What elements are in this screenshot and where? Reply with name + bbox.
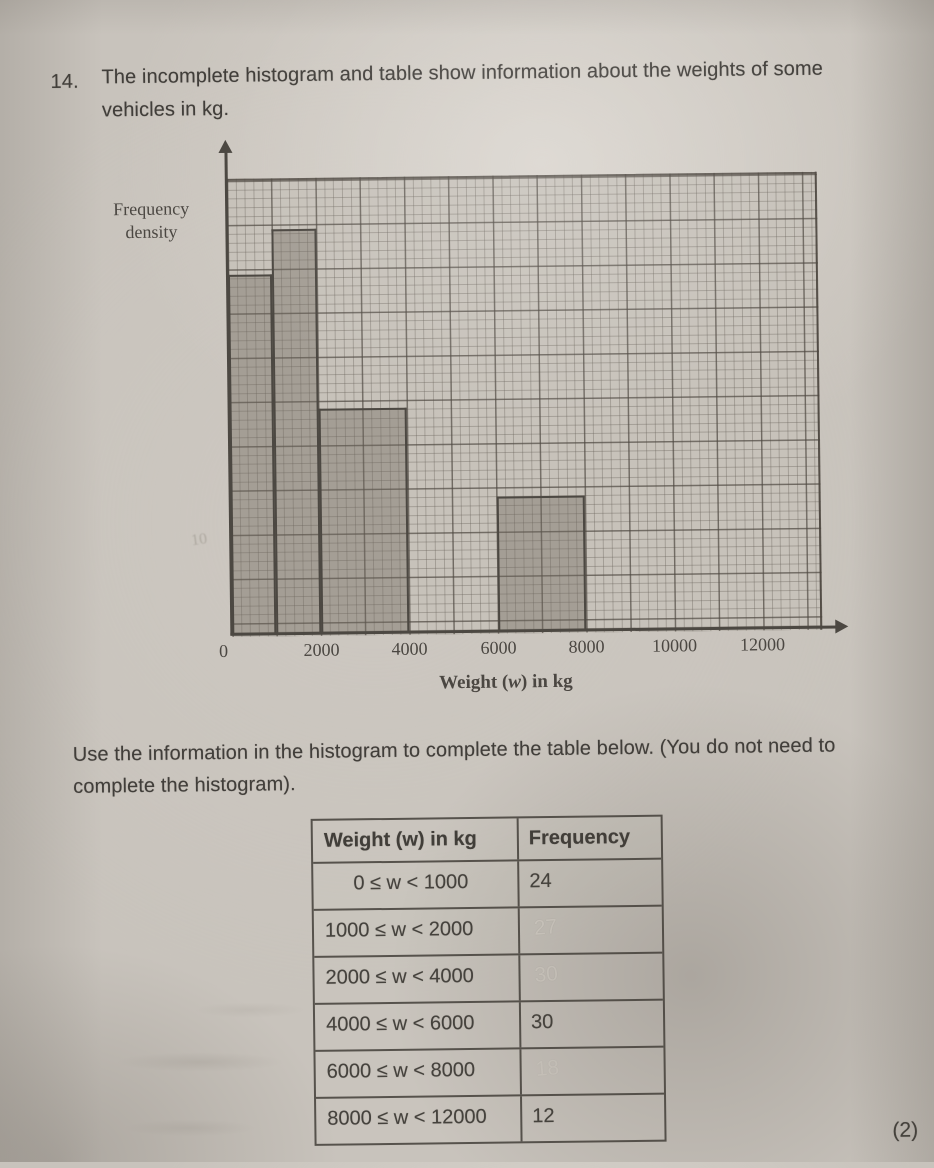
header-weight: Weight (w) in kg — [312, 818, 520, 862]
y-axis-label-line2: density — [125, 221, 178, 243]
erased-pencil-answer: 30 — [533, 962, 559, 987]
x-axis-ticks: 0 2000 4000 6000 8000 10000 12000 — [0, 0, 927, 661]
instruction-line1: Use the information in the histogram to … — [72, 734, 836, 766]
frequency-cell: 27 — [520, 907, 663, 954]
range-cell: 6000 ≤ w < 8000 — [315, 1049, 522, 1097]
table-row: 2000 ≤ w < 4000 30 — [314, 951, 663, 1003]
histogram-bar — [271, 228, 321, 635]
x-axis-label-post: ) in kg — [520, 670, 573, 693]
range-cell: 0 ≤ w < 1000 — [313, 861, 520, 909]
frequency-table: Weight (w) in kg Frequency 0 ≤ w < 1000 … — [310, 814, 667, 1146]
histogram-bar — [318, 407, 410, 634]
question-text-line1: The incomplete histogram and table show … — [101, 57, 824, 89]
faint-pencil-annotation: 10 — [190, 530, 209, 550]
range-cell: 1000 ≤ w < 2000 — [313, 908, 521, 956]
instruction-line2: complete the histogram). — [73, 773, 296, 798]
frequency-cell: 30 — [520, 954, 663, 1001]
x-tick-12000: 12000 — [739, 634, 786, 655]
x-tick-6000: 6000 — [480, 637, 517, 658]
histogram: Frequency density 0 2000 4000 6000 8000 … — [0, 0, 927, 693]
histogram-bars — [227, 172, 821, 635]
y-axis-label: Frequency density — [99, 197, 204, 244]
frequency-value: 24 — [529, 869, 552, 893]
frequency-cell: 18 — [521, 1048, 664, 1095]
x-tick-10000: 10000 — [651, 635, 698, 656]
frequency-cell: 24 — [519, 860, 662, 907]
range-cell: 4000 ≤ w < 6000 — [314, 1002, 522, 1050]
erased-pencil-answer: 27 — [533, 915, 559, 940]
histogram-bar — [496, 495, 587, 632]
table-header-row: Weight (w) in kg Frequency — [312, 817, 661, 862]
header-frequency: Frequency — [528, 826, 631, 850]
table-row: 4000 ≤ w < 6000 30 — [314, 998, 664, 1050]
histogram-bar — [227, 274, 277, 635]
erased-pencil-answer: 18 — [534, 1056, 560, 1081]
x-axis-label: Weight (w) in kg — [416, 670, 596, 694]
table-row: 1000 ≤ w < 2000 27 — [313, 904, 663, 956]
marks-badge: (2) — [892, 1118, 919, 1142]
x-tick-8000: 8000 — [568, 636, 605, 657]
range-cell: 8000 ≤ w < 12000 — [316, 1096, 523, 1144]
frequency-value: 12 — [532, 1104, 555, 1128]
y-axis-label-line1: Frequency — [113, 198, 190, 220]
table-row: 0 ≤ w < 1000 24 — [313, 857, 662, 909]
range-cell: 2000 ≤ w < 4000 — [314, 955, 521, 1003]
question-number: 14. — [50, 70, 79, 94]
frequency-cell: 30 — [521, 1001, 664, 1048]
x-tick-0: 0 — [218, 640, 229, 662]
y-axis-arrow-icon — [218, 139, 233, 154]
frequency-cell: 12 — [522, 1095, 665, 1142]
frequency-value: 30 — [530, 1010, 554, 1034]
question-text-line2: vehicles in kg. — [101, 97, 230, 122]
x-tick-4000: 4000 — [391, 638, 428, 659]
x-tick-2000: 2000 — [303, 639, 340, 660]
table-row: 6000 ≤ w < 8000 18 — [315, 1045, 664, 1097]
table-row: 8000 ≤ w < 12000 12 — [316, 1092, 665, 1144]
x-axis-label-variable: w — [508, 671, 522, 693]
x-axis-arrow-icon — [835, 619, 849, 634]
x-axis-label-pre: Weight ( — [439, 671, 509, 694]
